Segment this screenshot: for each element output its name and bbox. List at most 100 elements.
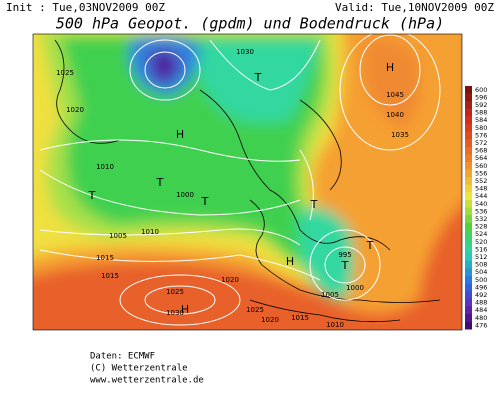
colorbar-label: 476 [475, 321, 487, 329]
pressure-center: T [254, 71, 262, 84]
colorbar-label: 540 [475, 200, 487, 208]
isobar-label: 1035 [391, 131, 409, 139]
pressure-center: T [88, 189, 96, 202]
color-swatch [465, 169, 472, 178]
color-swatch [465, 177, 472, 186]
isobar-label: 1030 [236, 48, 254, 56]
coastlines [54, 39, 441, 323]
isobar-label: 1000 [346, 284, 364, 292]
color-swatch [465, 268, 472, 277]
color-swatch [465, 291, 472, 300]
isobar-label: 1015 [291, 314, 309, 322]
color-swatch [465, 215, 472, 224]
footer-line: www.wetterzentrale.de [90, 376, 204, 386]
isobar-label: 995 [338, 251, 351, 259]
colorbar-label: 488 [475, 299, 487, 307]
colorbar-label: 480 [475, 314, 487, 322]
isobar-label: 1030 [166, 309, 184, 317]
pressure-center: H [176, 128, 184, 141]
isobar-label: 1005 [109, 232, 127, 240]
map-frame [32, 33, 463, 331]
isobar-label: 1040 [386, 111, 404, 119]
isobar-label: 1005 [321, 291, 339, 299]
color-swatch [465, 131, 472, 140]
colorbar-label: 492 [475, 291, 487, 299]
pressure-center: H [386, 61, 394, 74]
height-field [33, 34, 462, 315]
footer-line: Daten: ECMWF [90, 352, 155, 362]
colorbar-label: 512 [475, 253, 487, 261]
footer: Daten: ECMWF (C) Wetterzentrale www.wetter… [90, 352, 204, 386]
map-area: H H H H T T T T T T T 1010 1015 1020 1025 1030 1000 1005 1… [33, 34, 462, 330]
colorbar-label: 568 [475, 147, 487, 155]
isobar-label: 1020 [66, 106, 84, 114]
pressure-center: H [286, 255, 294, 268]
colorbar-label: 504 [475, 268, 487, 276]
color-swatch [465, 222, 472, 231]
colorbar-label: 500 [475, 276, 487, 284]
colorbar-label: 508 [475, 261, 487, 269]
colorbar-label: 600 [475, 86, 487, 94]
color-swatch [465, 260, 472, 269]
colorbar-label: 580 [475, 124, 487, 132]
color-swatch [465, 184, 472, 193]
colorbar-label: 560 [475, 162, 487, 170]
colorbar-label: 564 [475, 154, 487, 162]
colorbar-label: 572 [475, 139, 487, 147]
color-swatch [465, 306, 472, 315]
color-swatch [465, 108, 472, 117]
colorbar-label: 552 [475, 177, 487, 185]
pressure-center: T [201, 195, 209, 208]
colorbar-label: 528 [475, 223, 487, 231]
pressure-center: T [341, 259, 349, 272]
colorbar-label: 596 [475, 93, 487, 101]
colorbar-label: 532 [475, 215, 487, 223]
colorbar-label: 544 [475, 192, 487, 200]
colorbar-label: 592 [475, 101, 487, 109]
color-swatch [465, 93, 472, 102]
isobar-label: 1000 [176, 191, 194, 199]
colorbar: 6005965925885845805765725685645605565525… [465, 86, 487, 330]
map-labels: H H H H T T T T T T T 1010 1015 1020 1025 1030 1000 1005 1… [56, 48, 409, 329]
pressure-center: T [310, 198, 318, 211]
color-swatch [465, 298, 472, 307]
pressure-center: T [366, 239, 374, 252]
isobars [39, 34, 441, 326]
isobar-label: 1010 [141, 228, 159, 236]
colorbar-label: 588 [475, 109, 487, 117]
colorbar-label: 496 [475, 283, 487, 291]
color-swatch [465, 86, 472, 94]
color-swatch [465, 207, 472, 216]
color-swatch [465, 154, 472, 163]
isobar-label: 1045 [386, 91, 404, 99]
color-swatch [465, 253, 472, 262]
color-swatch [465, 192, 472, 201]
isobar-label: 1025 [56, 69, 74, 77]
pressure-center: H [181, 303, 189, 316]
isobar-label: 1020 [221, 276, 239, 284]
isobar-label: 1015 [96, 254, 114, 262]
color-swatch [465, 200, 472, 208]
color-swatch [465, 314, 472, 322]
isobar-label: 1010 [326, 321, 344, 329]
color-swatch [465, 162, 472, 170]
isobar-label: 1010 [96, 163, 114, 171]
valid-time: Valid: Tue,10NOV2009 00Z [335, 1, 494, 14]
color-swatch [465, 124, 472, 132]
color-swatch [465, 101, 472, 110]
color-swatch [465, 238, 472, 246]
isobar-label: 1015 [101, 272, 119, 280]
colorbar-label: 520 [475, 238, 487, 246]
pressure-center: T [156, 176, 164, 189]
color-swatch [465, 116, 472, 125]
map-title: 500 hPa Geopot. (gpdm) und Bodendruck (h… [56, 15, 444, 33]
color-swatch [465, 276, 472, 284]
isobar-label: 1020 [261, 316, 279, 324]
colorbar-label: 548 [475, 185, 487, 193]
colorbar-label: 576 [475, 131, 487, 139]
init-time: Init : Tue,03NOV2009 00Z [6, 1, 165, 14]
color-swatch [465, 146, 472, 155]
color-swatch [465, 245, 472, 254]
